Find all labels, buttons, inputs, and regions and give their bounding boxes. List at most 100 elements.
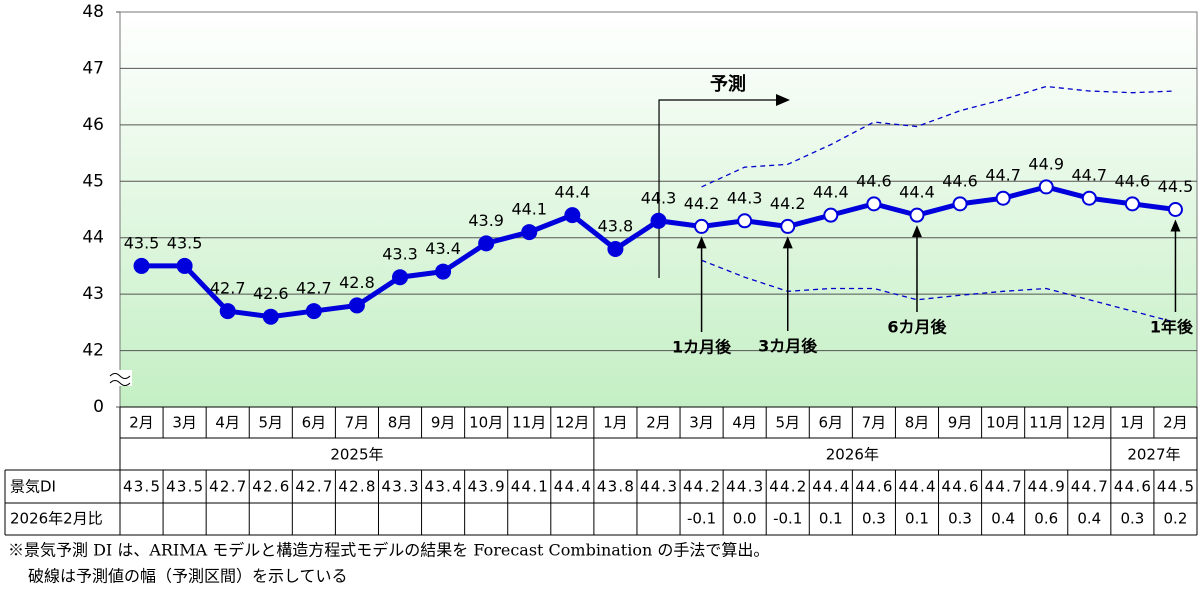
marker: [176, 257, 193, 274]
x-tick-label: 6月: [819, 414, 844, 432]
marker: [1038, 179, 1054, 195]
marker: [780, 218, 796, 234]
arrow-head: [911, 225, 922, 238]
note: ※景気予測 DI は、ARIMA モデルと構造方程式モデルの結果を Foreca…: [8, 541, 769, 560]
data-label: 44.3: [727, 188, 763, 207]
marker: [995, 190, 1011, 206]
table-cell: 44.3: [726, 478, 763, 496]
marker: [737, 213, 753, 229]
marker: [262, 308, 279, 325]
x-tick-label: 3月: [689, 414, 714, 432]
table-cell: 43.8: [597, 478, 634, 496]
x-tick-label: 7月: [345, 414, 370, 432]
row-label: 2026年2月比: [10, 510, 103, 528]
x-tick-label: 11月: [1029, 414, 1063, 432]
table-cell: 0.3: [862, 510, 886, 528]
marker: [650, 212, 667, 229]
forecast-label: 予測: [710, 73, 746, 95]
y-tick-label: 48: [82, 2, 104, 22]
data-label: 44.2: [684, 194, 720, 213]
table-cell: 43.9: [468, 478, 505, 496]
data-label: 44.6: [1115, 171, 1151, 190]
table-cell: -0.1: [773, 510, 802, 528]
y-tick-label: 0: [93, 397, 104, 417]
data-label: 44.6: [856, 171, 892, 190]
table-cell: 0.2: [1164, 510, 1188, 528]
x-tick-label: 10月: [986, 414, 1020, 432]
y-tick-label: 45: [82, 171, 104, 191]
data-label: 44.2: [770, 194, 806, 213]
marker: [521, 224, 538, 241]
y-tick-label: 43: [82, 284, 104, 304]
table-cell: 44.4: [898, 478, 935, 496]
table-cell: 44.6: [1114, 478, 1151, 496]
row-label: 景気DI: [10, 478, 56, 496]
x-tick-label: 2月: [646, 414, 671, 432]
marker: [305, 303, 322, 320]
table-cell: 43.3: [381, 478, 418, 496]
x-tick-label: 8月: [388, 414, 413, 432]
y-tick-label: 46: [82, 115, 104, 135]
data-label: 44.4: [813, 183, 849, 202]
table-cell: 42.7: [295, 478, 332, 496]
data-label: 43.5: [167, 233, 203, 252]
data-label: 44.4: [899, 183, 935, 202]
table-cell: 44.7: [1071, 478, 1108, 496]
x-tick-label: 4月: [215, 414, 240, 432]
marker: [219, 303, 236, 320]
x-tick-label: 12月: [1072, 414, 1106, 432]
x-tick-label: 11月: [512, 414, 546, 432]
table-cell: -0.1: [687, 510, 716, 528]
year-label: 2027年: [1127, 446, 1180, 464]
band-line: [701, 259, 1176, 323]
data-label: 44.5: [1158, 177, 1194, 196]
annotation: 1カ月後: [672, 338, 732, 357]
marker: [952, 196, 968, 212]
marker: [392, 269, 409, 286]
data-label: 44.4: [555, 183, 591, 202]
table-cell: 42.6: [252, 478, 289, 496]
x-tick-label: 8月: [905, 414, 930, 432]
marker: [435, 263, 452, 280]
marker: [607, 241, 624, 257]
axis-break: [109, 373, 131, 386]
table-cell: 44.9: [1028, 478, 1065, 496]
table-cell: 44.4: [812, 478, 849, 496]
marker: [694, 218, 710, 234]
x-tick-label: 5月: [775, 414, 800, 432]
marker: [1167, 202, 1183, 217]
x-tick-label: 1月: [603, 414, 628, 432]
data-label: 42.6: [253, 284, 289, 303]
marker: [1124, 196, 1140, 212]
data-label: 44.6: [942, 171, 978, 190]
marker: [478, 235, 495, 252]
data-label: 42.7: [296, 279, 332, 298]
table-cell: 44.1: [511, 478, 548, 496]
y-tick-label: 47: [82, 58, 104, 78]
table-cell: 0.3: [1120, 510, 1144, 528]
table-cell: 43.5: [166, 478, 203, 496]
table-cell: 43.5: [123, 478, 160, 496]
x-tick-label: 7月: [862, 414, 887, 432]
table-cell: 44.7: [985, 478, 1022, 496]
table-cell: 42.7: [209, 478, 246, 496]
x-tick-label: 1月: [1120, 414, 1145, 432]
y-tick-label: 42: [82, 341, 104, 361]
x-tick-label: 6月: [302, 414, 327, 432]
data-label: 42.8: [339, 273, 375, 292]
data-label: 44.3: [641, 188, 677, 207]
table-cell: 0.3: [948, 510, 972, 528]
x-tick-label: 2月: [1163, 414, 1188, 432]
table-cell: 0.0: [733, 510, 757, 528]
arrow-head: [776, 94, 790, 106]
table-cell: 0.6: [1034, 510, 1058, 528]
annotation: 6カ月後: [887, 318, 947, 337]
table-cell: 42.8: [338, 478, 375, 496]
x-tick-label: 5月: [259, 414, 284, 432]
x-tick-label: 3月: [172, 414, 197, 432]
x-tick-label: 2月: [129, 414, 154, 432]
x-tick-label: 4月: [732, 414, 757, 432]
table-cell: 43.4: [425, 478, 462, 496]
data-label: 43.5: [124, 233, 160, 252]
